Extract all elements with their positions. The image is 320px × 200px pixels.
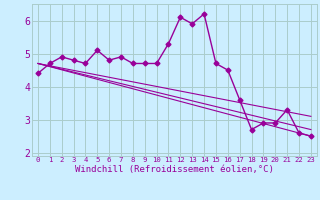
X-axis label: Windchill (Refroidissement éolien,°C): Windchill (Refroidissement éolien,°C) [75, 165, 274, 174]
